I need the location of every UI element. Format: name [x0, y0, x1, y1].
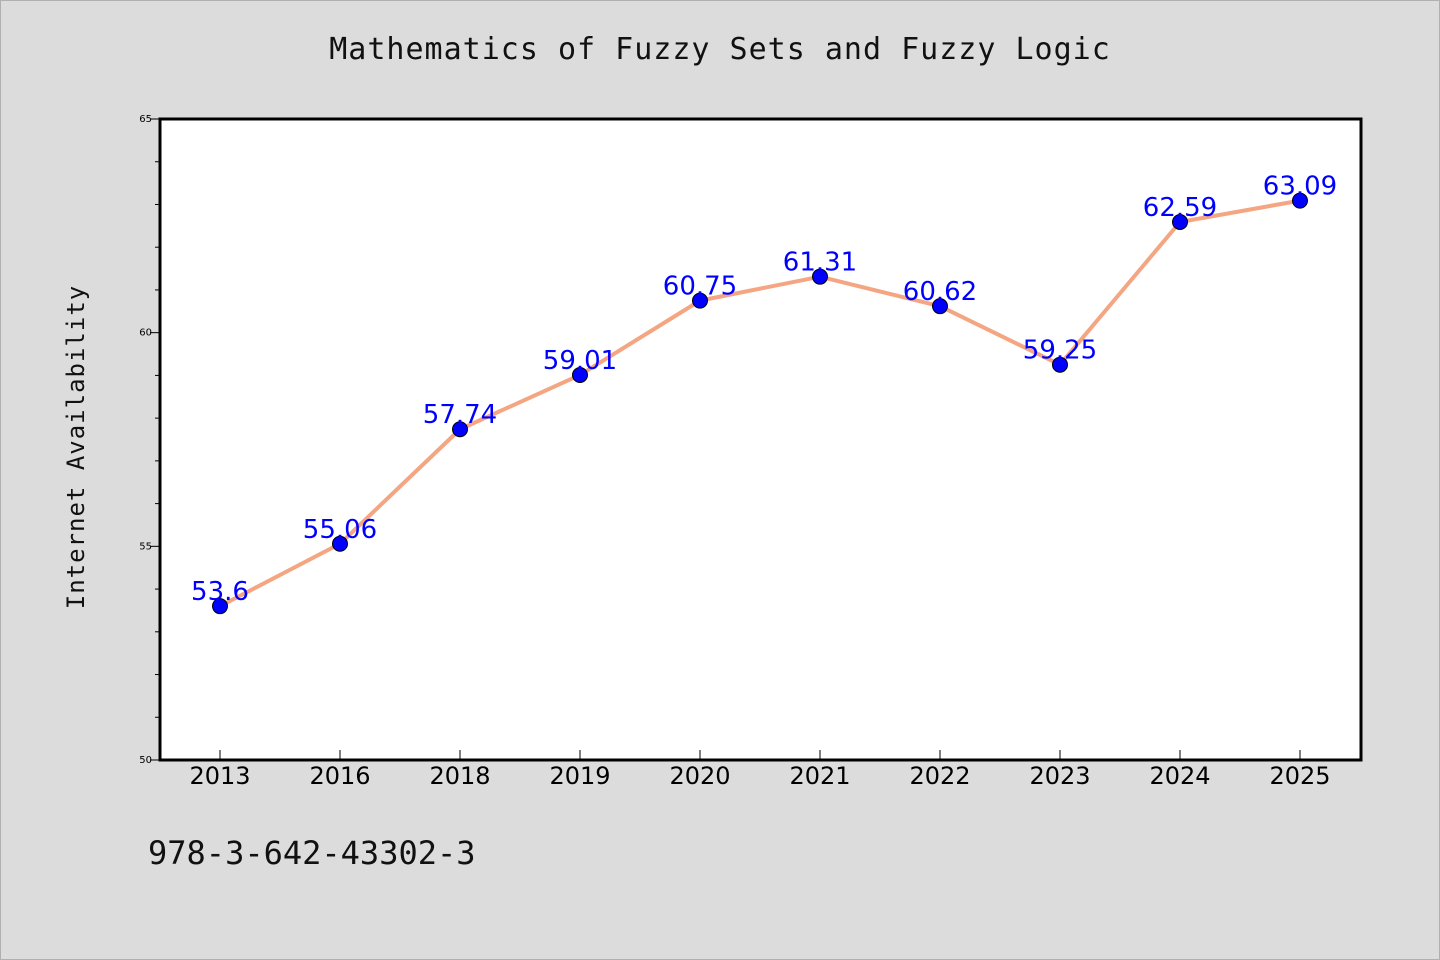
data-point	[692, 292, 708, 309]
x-tick-label: 2013	[189, 762, 250, 790]
series-markers	[212, 192, 1308, 615]
data-point	[332, 535, 348, 552]
data-point	[1172, 213, 1188, 230]
x-tick-label: 2016	[309, 762, 370, 790]
x-tick-label: 2022	[909, 762, 970, 790]
data-point	[1292, 192, 1308, 209]
y-tick-label: 50	[139, 755, 152, 766]
data-point	[452, 421, 468, 438]
y-tick-label: 65	[139, 114, 152, 125]
data-label: 60.62	[903, 277, 977, 307]
data-labels: 53.6 55.06 57.74 59.01 60.75 61.31 60.62 59.25 6…	[191, 172, 1337, 608]
data-label: 53.6	[191, 577, 249, 607]
data-point	[812, 268, 828, 285]
data-label: 62.59	[1143, 193, 1217, 223]
isbn-text: 978-3-642-43302-3	[148, 834, 476, 872]
y-tick-label: 55	[139, 541, 152, 552]
data-label: 55.06	[303, 515, 377, 545]
data-label: 59.01	[543, 346, 617, 376]
x-tick-label: 2020	[669, 762, 730, 790]
data-point	[932, 298, 948, 315]
data-point	[572, 366, 588, 383]
y-tick-label: 60	[139, 328, 152, 339]
x-tick-label: 2024	[1149, 762, 1210, 790]
x-tick-label: 2019	[549, 762, 610, 790]
y-axis: 50 55 60 65	[139, 114, 160, 766]
data-label: 60.75	[663, 272, 737, 302]
data-point	[1052, 356, 1068, 373]
x-axis: 2013 2016 2018 2019 2020 2021 2022 2023 2024 2025	[189, 750, 1331, 790]
x-tick-label: 2023	[1029, 762, 1090, 790]
data-label: 59.25	[1023, 336, 1097, 366]
data-label: 61.31	[783, 248, 857, 278]
data-label: 57.74	[423, 400, 497, 430]
x-tick-label: 2021	[789, 762, 850, 790]
data-label: 63.09	[1263, 172, 1337, 202]
x-tick-label: 2025	[1269, 762, 1330, 790]
plot-area	[158, 117, 1363, 762]
data-point	[212, 598, 228, 615]
x-tick-label: 2018	[429, 762, 490, 790]
series-line	[219, 198, 1301, 608]
chart-title: Mathematics of Fuzzy Sets and Fuzzy Logi…	[329, 32, 1111, 67]
